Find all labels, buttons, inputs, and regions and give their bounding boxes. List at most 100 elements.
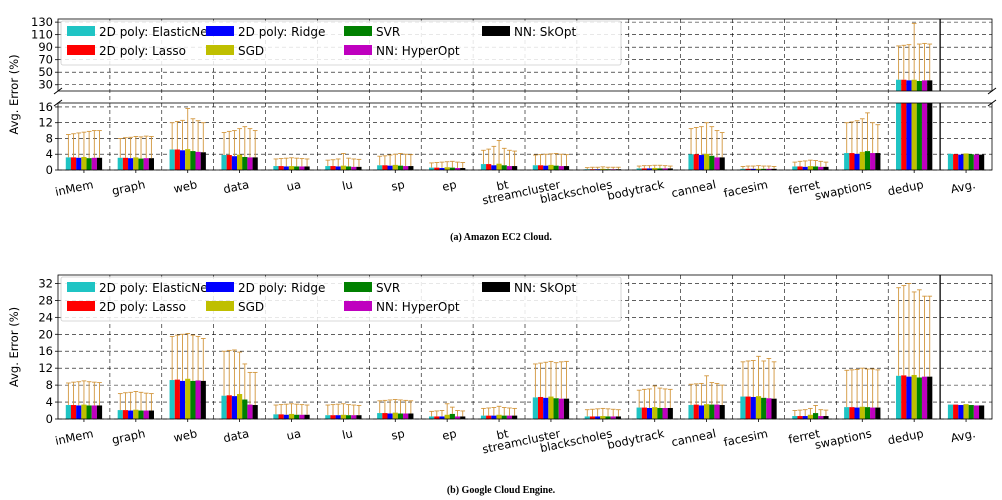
panel1-legend-label: 2D poly: ElasticNet — [99, 25, 213, 39]
panel2-bar — [283, 414, 289, 419]
panel2-bar — [252, 405, 258, 419]
panel1-bar — [911, 79, 917, 91]
panel1-bar — [688, 154, 694, 170]
panel2-bar — [273, 414, 279, 419]
panel2-bar — [761, 397, 767, 419]
panel1-xtick-label: ep — [441, 177, 458, 194]
panel1-bar — [740, 168, 746, 170]
panel1-ytick-label: 130 — [31, 15, 53, 29]
panel2-bar — [589, 416, 596, 419]
panel1-bar — [812, 166, 819, 170]
panel1-ytick-label: 110 — [31, 28, 53, 42]
panel2-bar — [750, 396, 756, 419]
panel1-bar — [911, 103, 917, 170]
panel2-bar — [875, 407, 881, 419]
panel2-xtick-label: data — [222, 426, 250, 445]
panel1-legend-label: SVR — [376, 25, 400, 39]
panel1-bar — [667, 168, 673, 170]
panel2-bar — [408, 413, 414, 419]
panel2-bar — [439, 416, 445, 419]
panel2-bar — [916, 377, 922, 419]
panel2-bar — [512, 415, 518, 419]
panel1-ytick-label: 12 — [38, 116, 53, 130]
panel1-bar — [771, 168, 777, 170]
panel1-bar — [896, 103, 902, 170]
panel2-bar — [802, 416, 808, 419]
panel1-bar — [377, 165, 383, 170]
panel2-bar — [496, 414, 502, 419]
panel1-bar — [641, 168, 647, 170]
panel2-bar — [486, 415, 492, 419]
panel1-bar — [387, 165, 393, 170]
panel2-bar — [96, 405, 103, 419]
panel1-bar — [662, 168, 668, 170]
panel1-bar — [325, 166, 331, 170]
panel2-bar — [70, 405, 77, 419]
panel1-ytick-label: 0 — [46, 163, 53, 177]
panel1-legend-box — [60, 20, 622, 66]
panel2-bar — [947, 404, 954, 419]
panel2-bar — [128, 410, 134, 419]
panel1-bar — [299, 166, 305, 170]
panel2-bar — [610, 416, 616, 419]
panel2-bar — [818, 416, 824, 419]
panel2-bar — [340, 414, 346, 419]
panel1-bar — [849, 153, 855, 170]
panel2-bar — [911, 374, 917, 419]
panel1-axis-break-mark — [53, 87, 63, 95]
panel1-bar — [491, 165, 497, 170]
panel1-bar — [657, 168, 663, 170]
panel1-bar — [480, 164, 487, 170]
panel2-bar — [335, 415, 341, 419]
panel1-bar — [553, 165, 559, 170]
panel2-bar — [501, 415, 507, 419]
panel2-bar — [693, 404, 699, 419]
panel1-bar — [288, 166, 295, 170]
panel1-bar — [242, 156, 248, 170]
panel2-bar — [237, 394, 243, 419]
panel1-bar — [506, 166, 513, 170]
panel1-bar — [901, 79, 907, 91]
panel2-bar — [906, 376, 912, 419]
panel2-legend-swatch — [206, 301, 234, 311]
panel1-legend-swatch — [344, 26, 372, 36]
panel2-xtick-label: facesim — [722, 426, 769, 449]
panel2-xtick-label: lu — [341, 426, 354, 442]
panel2-bar — [299, 414, 305, 419]
panel1-bar — [906, 80, 912, 91]
panel2-legend-label: NN: SkOpt — [514, 281, 576, 295]
panel1-bar — [501, 165, 507, 170]
panel1-xtick-label: graph — [111, 177, 147, 198]
panel1-bar — [823, 166, 829, 170]
panel1-bar — [807, 166, 813, 170]
panel2-bar — [844, 407, 850, 419]
panel1-bar — [345, 166, 352, 170]
panel2-bar — [973, 405, 980, 419]
panel2-bar — [584, 416, 590, 419]
panel1-bar — [859, 151, 865, 170]
panel2-bar — [636, 407, 642, 419]
panel1-bar — [434, 167, 440, 170]
panel2-bar — [76, 405, 82, 419]
panel2-bar — [480, 415, 487, 419]
panel2-bar — [122, 410, 129, 419]
panel2-bar — [169, 380, 175, 419]
panel1-xtick-label: bt — [495, 177, 510, 193]
panel2-bar — [558, 398, 564, 419]
panel1-legend-label: NN: HyperOpt — [376, 44, 460, 58]
panel2-bar — [397, 413, 404, 419]
panel2-bar — [387, 413, 393, 419]
panel1-bar — [875, 153, 881, 170]
panel1-bar — [449, 167, 455, 170]
panel2-xtick-label: canneal — [670, 426, 717, 449]
caption-amazon-ec2: (a) Amazon EC2 Cloud. — [450, 232, 552, 243]
panel1-bar — [968, 154, 974, 170]
panel2-bar — [392, 412, 398, 419]
panel1-bar — [870, 153, 876, 170]
panel2-bar — [351, 415, 357, 419]
panel1-bar — [802, 166, 808, 170]
panel2-bar — [506, 415, 513, 419]
panel1-bar — [714, 157, 720, 170]
panel1-legend-label: NN: SkOpt — [514, 25, 576, 39]
panel1-bar — [200, 152, 206, 170]
